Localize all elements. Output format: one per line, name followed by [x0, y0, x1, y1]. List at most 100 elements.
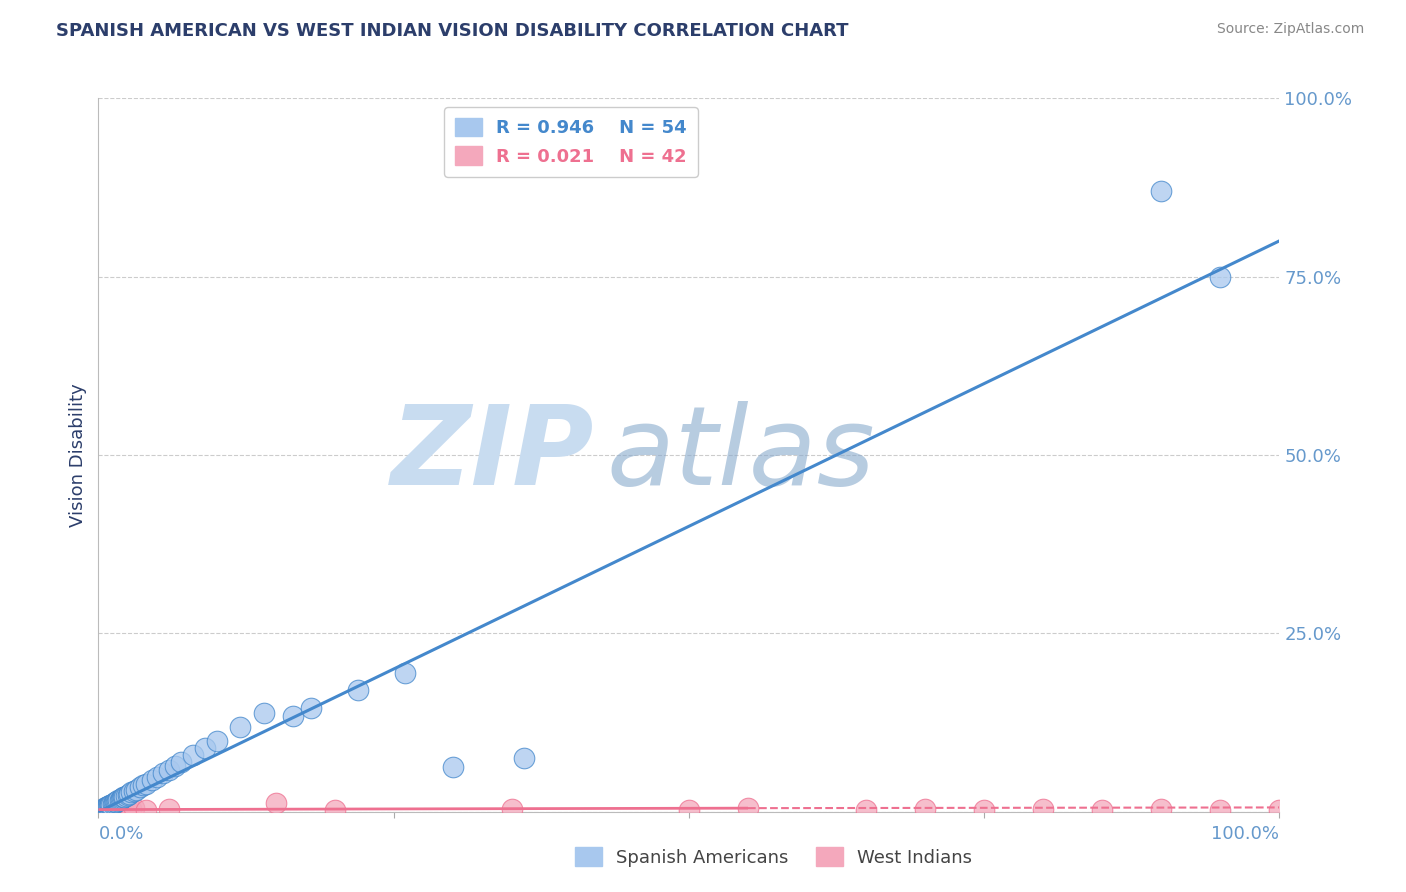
- Point: [101, 797, 124, 811]
- Point: [94, 801, 117, 815]
- Point: [394, 665, 416, 680]
- Point: [108, 796, 131, 810]
- Point: [103, 798, 125, 813]
- Point: [98, 798, 121, 813]
- Point: [91, 803, 114, 817]
- Point: [501, 802, 523, 816]
- Point: [105, 795, 128, 809]
- Point: [253, 706, 276, 720]
- Point: [114, 789, 136, 803]
- Point: [914, 802, 936, 816]
- Point: [194, 741, 217, 756]
- Point: [229, 720, 252, 734]
- Point: [96, 801, 118, 815]
- Point: [97, 799, 120, 814]
- Point: [299, 701, 322, 715]
- Point: [112, 790, 135, 805]
- Point: [98, 799, 121, 814]
- Point: [108, 792, 131, 806]
- Point: [91, 803, 114, 817]
- Point: [93, 802, 115, 816]
- Point: [98, 797, 121, 812]
- Point: [103, 796, 125, 810]
- Point: [93, 802, 115, 816]
- Point: [107, 797, 129, 811]
- Point: [117, 803, 139, 817]
- Legend: R = 0.946    N = 54, R = 0.021    N = 42: R = 0.946 N = 54, R = 0.021 N = 42: [444, 107, 697, 177]
- Point: [146, 770, 169, 784]
- Point: [855, 803, 877, 817]
- Point: [1209, 269, 1232, 284]
- Point: [98, 799, 121, 814]
- Point: [125, 782, 148, 797]
- Point: [105, 797, 128, 812]
- Point: [98, 799, 121, 814]
- Point: [283, 709, 305, 723]
- Text: atlas: atlas: [606, 401, 875, 508]
- Point: [132, 778, 155, 792]
- Point: [91, 803, 114, 817]
- Point: [94, 800, 117, 814]
- Point: [122, 801, 145, 815]
- Point: [678, 803, 700, 817]
- Point: [141, 773, 163, 788]
- Point: [165, 759, 187, 773]
- Point: [170, 756, 193, 770]
- Point: [1091, 803, 1114, 817]
- Point: [89, 804, 111, 818]
- Point: [973, 803, 995, 817]
- Point: [101, 798, 124, 813]
- Point: [117, 788, 139, 802]
- Point: [97, 799, 120, 814]
- Point: [100, 799, 122, 814]
- Point: [94, 802, 117, 816]
- Point: [152, 766, 174, 780]
- Legend: Spanish Americans, West Indians: Spanish Americans, West Indians: [567, 840, 980, 874]
- Point: [323, 803, 346, 817]
- Point: [1268, 803, 1291, 817]
- Point: [104, 796, 127, 810]
- Point: [347, 683, 370, 698]
- Point: [112, 789, 135, 804]
- Point: [1032, 802, 1054, 816]
- Point: [1150, 802, 1173, 816]
- Point: [111, 791, 134, 805]
- Point: [157, 802, 180, 816]
- Point: [104, 797, 127, 812]
- Point: [93, 803, 115, 817]
- Text: SPANISH AMERICAN VS WEST INDIAN VISION DISABILITY CORRELATION CHART: SPANISH AMERICAN VS WEST INDIAN VISION D…: [56, 22, 849, 40]
- Point: [264, 796, 287, 810]
- Point: [121, 802, 143, 816]
- Point: [1150, 184, 1173, 198]
- Text: Source: ZipAtlas.com: Source: ZipAtlas.com: [1216, 22, 1364, 37]
- Point: [205, 734, 228, 748]
- Point: [157, 763, 180, 777]
- Point: [118, 787, 141, 801]
- Point: [181, 748, 204, 763]
- Point: [135, 777, 157, 791]
- Point: [110, 792, 132, 806]
- Point: [98, 799, 121, 814]
- Point: [111, 796, 134, 810]
- Text: 100.0%: 100.0%: [1212, 825, 1279, 843]
- Point: [100, 797, 122, 812]
- Point: [122, 784, 145, 798]
- Point: [97, 800, 120, 814]
- Text: 0.0%: 0.0%: [98, 825, 143, 843]
- Point: [135, 803, 157, 817]
- Point: [107, 793, 129, 807]
- Point: [91, 803, 114, 817]
- Point: [441, 760, 464, 774]
- Point: [96, 800, 118, 814]
- Point: [96, 799, 118, 814]
- Point: [105, 797, 128, 811]
- Point: [112, 795, 135, 809]
- Point: [96, 800, 118, 814]
- Point: [90, 803, 112, 817]
- Point: [128, 780, 150, 795]
- Point: [94, 801, 117, 815]
- Text: ZIP: ZIP: [391, 401, 595, 508]
- Point: [93, 801, 115, 815]
- Point: [1209, 803, 1232, 817]
- Y-axis label: Vision Disability: Vision Disability: [69, 383, 87, 527]
